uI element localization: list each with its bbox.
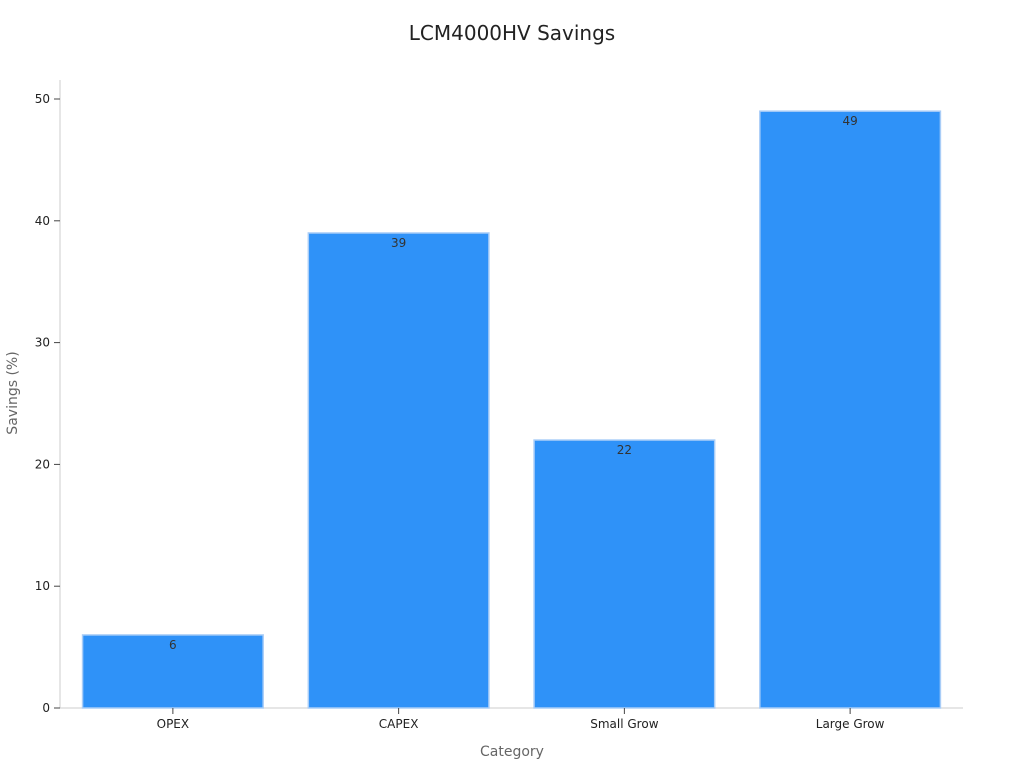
bar [307,232,490,709]
y-tick-label: 50 [35,92,50,106]
y-axis-ticks: 0 10 20 30 40 50 [35,92,60,715]
x-axis-ticks: OPEX CAPEX Small Grow Large Grow [157,708,885,731]
x-tick-label: CAPEX [379,717,419,731]
bar-value-label: 39 [391,236,406,250]
y-tick-label: 10 [35,579,50,593]
y-tick-label: 40 [35,214,50,228]
y-axis-title: Savings (%) [5,351,21,434]
bar-value-label: 49 [842,114,857,128]
chart-title: LCM4000HV Savings [409,21,615,45]
x-tick-label: Small Grow [590,717,658,731]
bar-data-labels: 6 39 22 49 [169,114,858,652]
bar [533,439,716,709]
bar-value-label: 6 [169,638,177,652]
x-tick-label: Large Grow [816,717,885,731]
x-axis-title: Category [480,744,544,760]
y-tick-label: 20 [35,457,50,471]
y-tick-label: 0 [42,701,50,715]
bar-series [81,110,942,709]
y-tick-label: 30 [35,336,50,350]
bar [81,634,264,709]
x-tick-label: OPEX [157,717,189,731]
bar-value-label: 22 [617,443,632,457]
bar [759,110,942,709]
